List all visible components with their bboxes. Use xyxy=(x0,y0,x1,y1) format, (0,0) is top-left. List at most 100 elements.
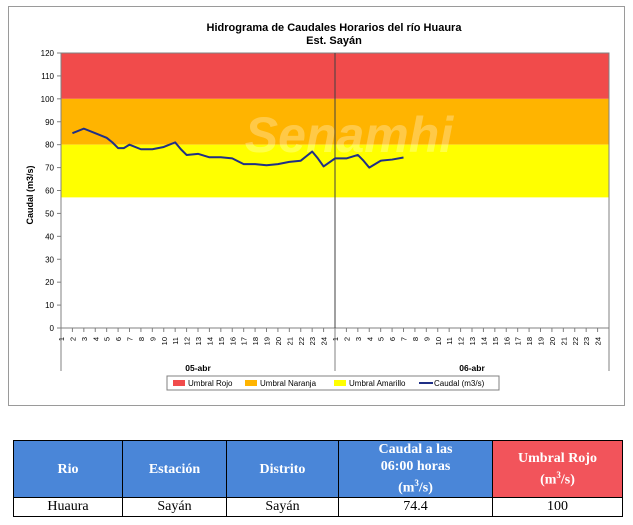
y-tick-label: 10 xyxy=(45,301,54,310)
header-umbral-unit-pre: (m xyxy=(540,472,557,488)
y-tick-label: 100 xyxy=(41,95,55,104)
x-tick-label: 13 xyxy=(194,337,203,345)
series-line-caudal xyxy=(72,127,404,169)
table-row: Huaura Sayán Sayán 74.4 100 xyxy=(13,497,623,517)
y-tick-label: 90 xyxy=(45,118,54,127)
y-tick-label: 70 xyxy=(45,164,54,173)
x-tick-label: 19 xyxy=(537,337,546,345)
chart-title: Hidrograma de Caudales Horarios del río … xyxy=(207,22,463,34)
x-tick-label: 23 xyxy=(582,337,591,345)
y-axis-label: Caudal (m3/s) xyxy=(25,165,35,224)
header-caudal-line2: 06:00 horas xyxy=(380,459,451,475)
x-tick-label: 3 xyxy=(80,337,89,341)
day-label: 05-abr xyxy=(185,363,211,373)
legend-label: Caudal (m3/s) xyxy=(434,379,485,388)
y-tick-label: 120 xyxy=(41,49,55,58)
header-umbral-rojo: Umbral Rojo (m3/s) xyxy=(492,440,623,498)
x-tick-label: 10 xyxy=(434,337,443,345)
x-tick-label: 9 xyxy=(148,337,157,341)
cell-caudal: 74.4 xyxy=(338,497,493,517)
x-tick-label: 20 xyxy=(274,337,283,345)
x-tick-label: 18 xyxy=(251,337,260,345)
cell-rio: Huaura xyxy=(13,497,123,517)
y-tick-label: 80 xyxy=(45,141,54,150)
x-tick-label: 22 xyxy=(297,337,306,345)
legend-swatch xyxy=(245,380,257,386)
header-umbral-unit-sup: 3 xyxy=(556,469,561,480)
x-tick-label: 5 xyxy=(377,337,386,341)
x-tick-label: 11 xyxy=(445,337,454,345)
x-tick-label: 24 xyxy=(594,337,603,345)
x-tick-label: 2 xyxy=(342,337,351,341)
x-tick-label: 7 xyxy=(126,337,135,341)
x-tick-label: 2 xyxy=(68,337,77,341)
header-caudal-unit-post: /s) xyxy=(418,480,433,496)
x-tick-label: 11 xyxy=(171,337,180,345)
x-tick-label: 4 xyxy=(91,337,100,341)
x-tick-label: 15 xyxy=(491,337,500,345)
legend-box xyxy=(166,375,500,391)
x-tick-label: 17 xyxy=(514,337,523,345)
x-tick-label: 21 xyxy=(285,337,294,345)
day-label: 06-abr xyxy=(459,363,485,373)
x-tick-label: 3 xyxy=(354,337,363,341)
cell-estacion: Sayán xyxy=(122,497,227,517)
y-tick-label: 30 xyxy=(45,255,54,264)
table-header-row: Rio Estación Distrito Caudal a las 06:00… xyxy=(13,440,623,498)
y-tick-label: 20 xyxy=(45,278,54,287)
legend-label: Umbral Rojo xyxy=(188,379,233,388)
x-tick-label: 14 xyxy=(479,337,488,345)
x-tick-label: 6 xyxy=(388,337,397,341)
header-caudal-unit-pre: (m xyxy=(398,480,415,496)
legend-label: Umbral Amarillo xyxy=(349,379,406,388)
x-tick-label: 1 xyxy=(331,337,340,341)
senamhi-watermark: Senamhi xyxy=(245,107,455,163)
x-tick-label: 6 xyxy=(114,337,123,341)
cell-umbral: 100 xyxy=(492,497,623,517)
header-caudal-line1: Caudal a las xyxy=(378,442,453,458)
header-caudal: Caudal a las 06:00 horas (m3/s) xyxy=(338,440,493,498)
x-tick-label: 12 xyxy=(183,337,192,345)
x-tick-label: 19 xyxy=(263,337,272,345)
x-tick-label: 22 xyxy=(571,337,580,345)
x-tick-label: 24 xyxy=(320,337,329,345)
legend-swatch xyxy=(173,380,185,386)
x-tick-label: 8 xyxy=(137,337,146,341)
y-tick-label: 50 xyxy=(45,209,54,218)
x-tick-label: 12 xyxy=(457,337,466,345)
x-tick-label: 4 xyxy=(365,337,374,341)
x-tick-label: 13 xyxy=(468,337,477,345)
header-distrito: Distrito xyxy=(226,440,339,498)
cell-distrito: Sayán xyxy=(226,497,339,517)
y-tick-label: 60 xyxy=(45,187,54,196)
header-estacion: Estación xyxy=(122,440,227,498)
x-tick-label: 20 xyxy=(548,337,557,345)
x-tick-label: 7 xyxy=(400,337,409,341)
header-umbral-unit-post: /s) xyxy=(560,472,575,488)
x-tick-label: 14 xyxy=(205,337,214,345)
x-tick-label: 1 xyxy=(57,337,66,341)
y-tick-label: 0 xyxy=(50,324,55,333)
chart-frame: Hidrograma de Caudales Horarios del río … xyxy=(8,6,625,406)
chart-subtitle: Est. Sayán xyxy=(306,35,362,47)
x-tick-label: 8 xyxy=(411,337,420,341)
x-tick-label: 23 xyxy=(308,337,317,345)
flow-summary-table: Rio Estación Distrito Caudal a las 06:00… xyxy=(13,440,623,517)
y-tick-label: 40 xyxy=(45,232,54,241)
x-tick-label: 10 xyxy=(160,337,169,345)
x-tick-label: 18 xyxy=(525,337,534,345)
x-tick-label: 15 xyxy=(217,337,226,345)
x-tick-label: 16 xyxy=(228,337,237,345)
x-tick-label: 17 xyxy=(240,337,249,345)
y-tick-label: 110 xyxy=(41,72,54,81)
x-tick-label: 9 xyxy=(422,337,431,341)
header-rio: Rio xyxy=(13,440,123,498)
x-tick-label: 16 xyxy=(502,337,511,345)
x-tick-label: 5 xyxy=(103,337,112,341)
x-tick-label: 21 xyxy=(559,337,568,345)
legend-label: Umbral Naranja xyxy=(260,379,317,388)
header-caudal-unit-sup: 3 xyxy=(414,478,419,489)
header-umbral-line1: Umbral Rojo xyxy=(518,450,597,466)
hydrograph-chart: Hidrograma de Caudales Horarios del río … xyxy=(25,22,610,391)
legend-swatch xyxy=(334,380,346,386)
